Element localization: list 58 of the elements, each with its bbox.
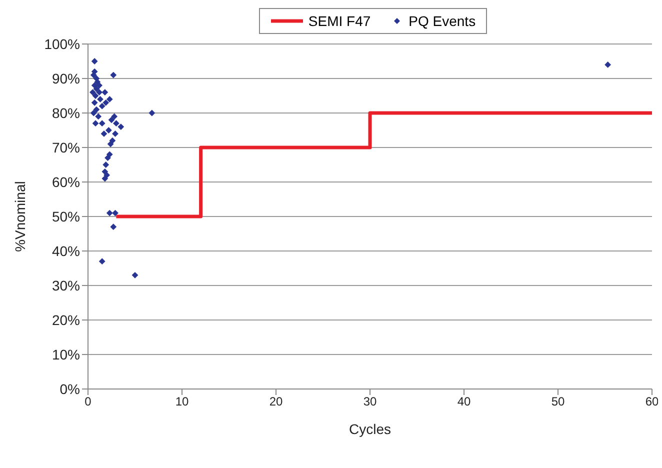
point	[96, 89, 102, 96]
point	[90, 72, 97, 78]
point	[107, 140, 114, 148]
y-axis-title: %Vnominal	[12, 181, 28, 252]
y-tick-label: 90%	[52, 70, 80, 86]
x-tick-label: 0	[84, 394, 92, 409]
x-tick-label: 10	[175, 394, 189, 409]
point	[102, 99, 110, 106]
y-tick-label: 30%	[52, 277, 80, 294]
point	[91, 99, 98, 106]
point	[98, 102, 106, 110]
x-tick-label: 50	[551, 394, 565, 409]
point	[110, 72, 117, 78]
point	[102, 162, 110, 168]
point	[102, 89, 108, 96]
point	[91, 58, 98, 64]
point	[97, 96, 104, 102]
point	[104, 154, 111, 162]
point	[118, 124, 124, 130]
y-tick-label: 100%	[44, 36, 80, 52]
point	[98, 258, 106, 265]
y-tick-label: 50%	[52, 208, 80, 224]
x-tick-label: 40	[457, 394, 471, 409]
point	[604, 62, 612, 68]
point	[112, 210, 118, 216]
point	[93, 106, 100, 113]
point	[93, 86, 100, 92]
point	[132, 272, 138, 278]
point	[106, 96, 113, 102]
point	[110, 224, 117, 230]
point	[95, 113, 102, 120]
x-axis-title: Cycles	[348, 421, 392, 437]
y-tick-label: 40%	[52, 242, 80, 259]
y-tick-label: 60%	[52, 174, 80, 190]
y-tick-label: 70%	[52, 139, 80, 156]
point	[92, 120, 99, 127]
legend-label: PQ Events	[408, 13, 476, 29]
point	[98, 120, 106, 127]
y-tick-label: 80%	[52, 104, 80, 121]
legend-label: SEMI F47	[308, 13, 371, 29]
point	[113, 120, 120, 127]
point	[102, 175, 108, 182]
x-tick-label: 60	[645, 394, 659, 409]
point	[105, 127, 112, 134]
x-tick-label: 30	[363, 394, 377, 409]
y-tick-label: 10%	[52, 346, 80, 362]
point	[96, 82, 102, 89]
y-tick-label: 0%	[60, 380, 80, 397]
point	[90, 110, 97, 116]
point	[106, 210, 113, 216]
y-tick-label: 20%	[52, 312, 80, 328]
point	[100, 130, 108, 137]
point	[148, 110, 156, 116]
point	[108, 116, 115, 124]
point	[111, 113, 118, 120]
point	[90, 89, 96, 96]
x-tick-label: 20	[269, 394, 283, 409]
point	[112, 130, 118, 137]
